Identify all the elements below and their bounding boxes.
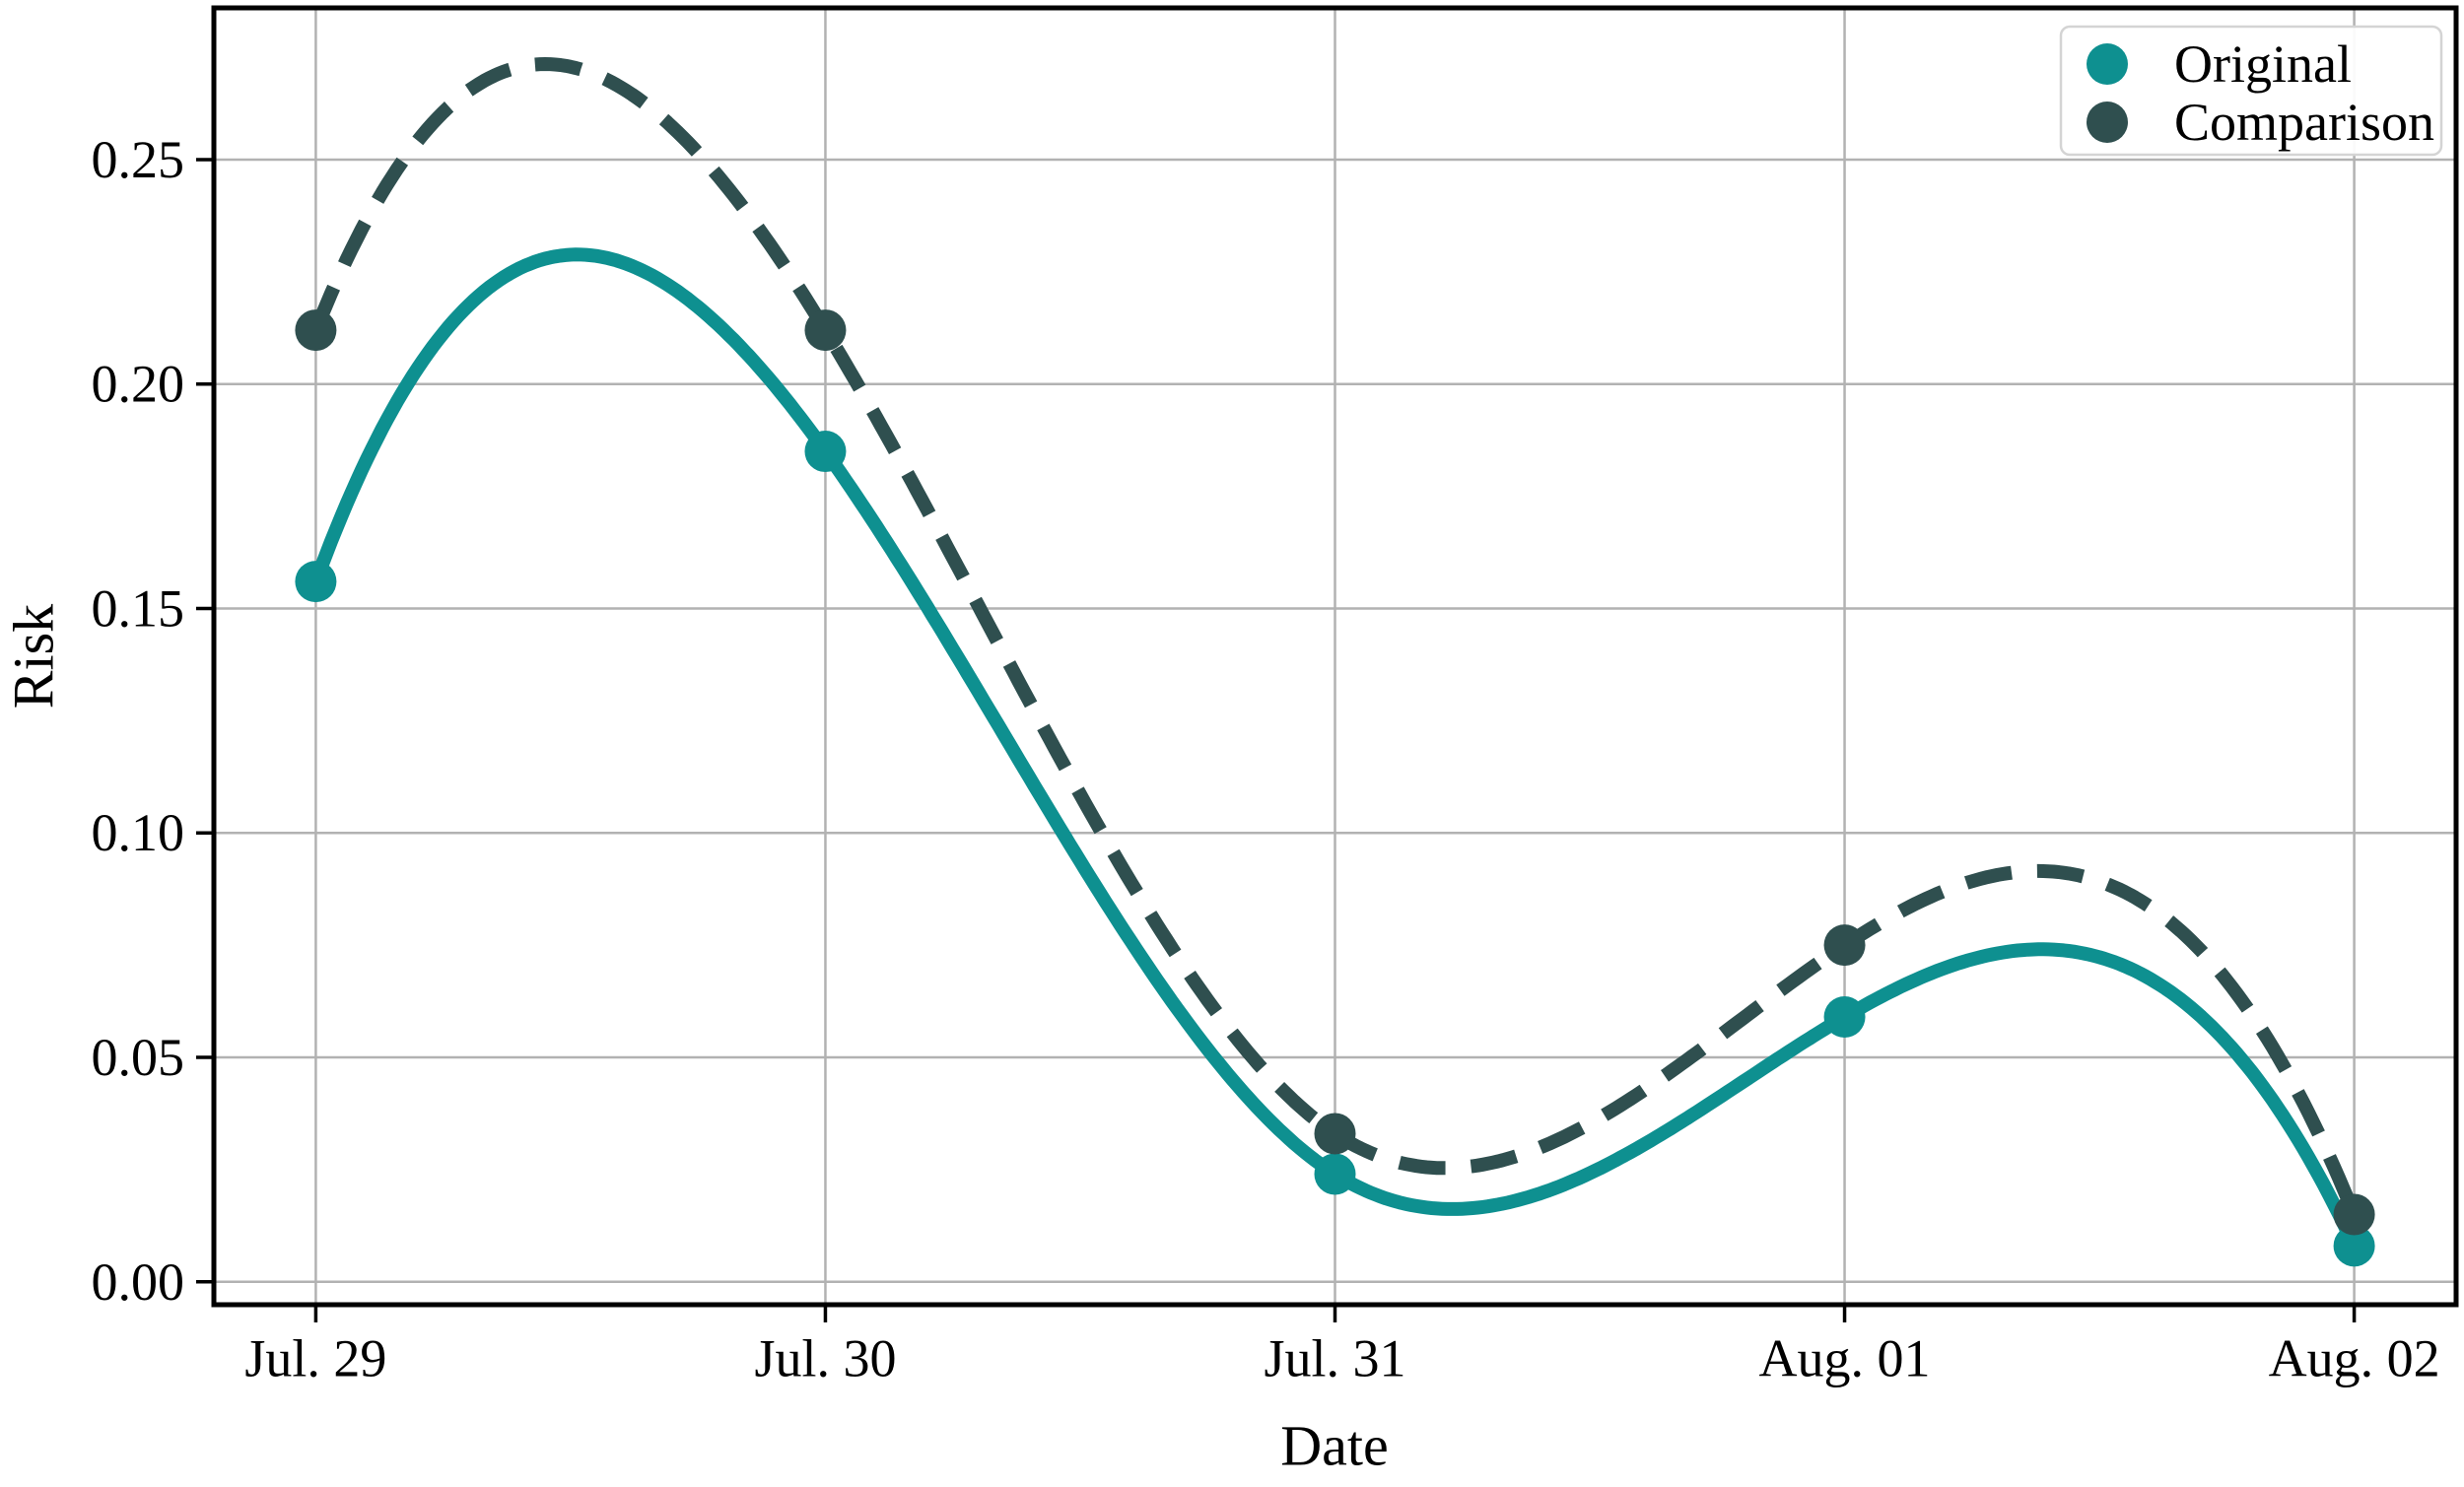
y-tick-label: 0.25 <box>92 130 185 189</box>
axis-ticks <box>196 158 2357 1322</box>
data-point-comparison <box>1823 924 1866 967</box>
data-point-comparison <box>295 309 337 352</box>
y-tick-label: 0.15 <box>92 578 185 638</box>
legend: Original Comparison <box>2059 25 2443 157</box>
data-point-original <box>2333 1225 2375 1267</box>
x-tick-label: Jul. 31 <box>1264 1328 1405 1387</box>
legend-label-comparison: Comparison <box>2174 93 2434 152</box>
tick-labels: 0.00 0.05 0.10 0.15 0.20 0.25 Jul. 29 Jul. 30 Ju… <box>92 130 2440 1387</box>
y-tick-label: 0.05 <box>92 1028 185 1087</box>
legend-label-original: Original <box>2174 34 2352 94</box>
series-markers <box>295 309 2375 1267</box>
y-axis-title: Risk <box>2 604 66 709</box>
y-tick-label: 0.20 <box>92 355 185 414</box>
data-point-original <box>1314 1153 1356 1195</box>
legend-box <box>2059 25 2443 157</box>
y-tick-label: 0.10 <box>92 803 185 862</box>
x-axis-title: Date <box>1280 1414 1389 1478</box>
x-tick-label: Aug. 01 <box>1759 1328 1931 1387</box>
legend-marker-comparison-icon <box>2087 101 2128 143</box>
x-tick-label: Aug. 02 <box>2269 1328 2440 1387</box>
data-point-comparison <box>1314 1113 1356 1155</box>
x-tick-label: Jul. 29 <box>244 1328 386 1387</box>
data-point-comparison <box>2333 1193 2375 1236</box>
plot-frame <box>211 5 2459 1308</box>
y-tick-label: 0.00 <box>92 1252 185 1312</box>
data-point-comparison <box>804 309 847 352</box>
data-point-original <box>1823 996 1866 1039</box>
legend-marker-original-icon <box>2087 43 2128 85</box>
data-point-original <box>295 561 337 603</box>
data-point-original <box>804 431 847 473</box>
x-tick-label: Jul. 30 <box>754 1328 896 1387</box>
gridlines <box>214 8 2456 1305</box>
